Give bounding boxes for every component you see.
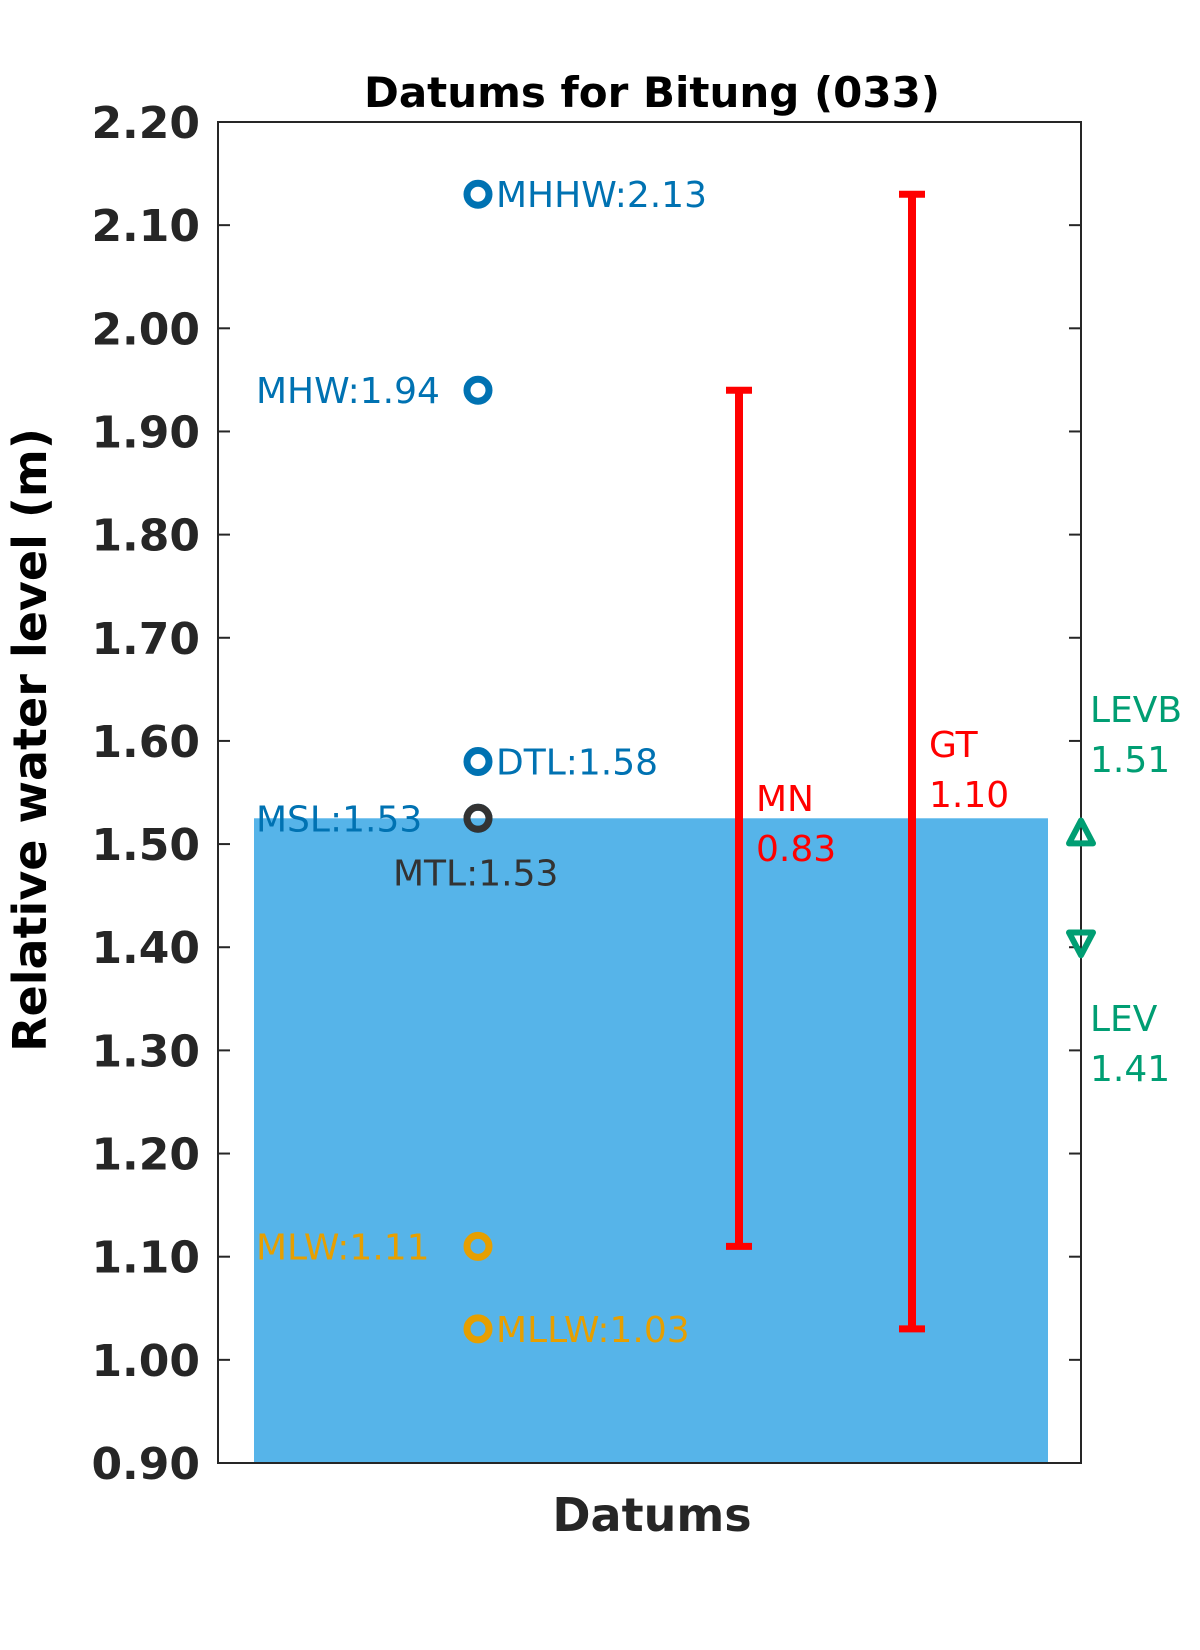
datum-marker-dtl: [463, 747, 493, 777]
datum-marker-mhhw: [463, 179, 493, 209]
datum-label-dtl: DTL:1.58: [496, 743, 658, 784]
mn-range-value: 0.83: [756, 829, 836, 870]
levb-marker: [1066, 817, 1096, 847]
datum-label-mllw: MLLW:1.03: [496, 1310, 690, 1351]
chart-title: Datums for Bitung (033): [364, 68, 940, 117]
y-tick-label-1: 1.00: [91, 1336, 200, 1387]
x-axis-label: Datums: [552, 1488, 751, 1542]
y-tick-label-11: 2.00: [91, 304, 200, 355]
datum-marker-mlw: [463, 1231, 493, 1261]
lev-marker: [1066, 929, 1096, 959]
levb-value: 1.51: [1090, 740, 1170, 781]
datum-marker-mtl: [463, 803, 493, 833]
datum-marker-mllw: [463, 1314, 493, 1344]
datum-label-mhhw: MHHW:2.13: [496, 175, 707, 216]
y-tick-label-3: 1.20: [91, 1130, 200, 1181]
y-tick-label-10: 1.90: [91, 407, 200, 458]
y-tick-label-2: 1.10: [91, 1233, 200, 1284]
gt-range-label: GT: [929, 725, 979, 766]
y-tick-label-9: 1.80: [91, 511, 200, 562]
lev-label: LEV: [1090, 999, 1158, 1040]
axes-frame: [217, 121, 1082, 1464]
y-tick-labels: 0.90 1.00 1.10 1.20 1.30 1.40 1.50 1.60 1.70 1.80…: [91, 98, 200, 1490]
datum-marker-mhw: [463, 375, 493, 405]
water-level-bar: [254, 818, 1048, 1463]
y-tick-label-4: 1.30: [91, 1026, 200, 1077]
datum-label-mlw: MLW:1.11: [256, 1227, 430, 1268]
y-tick-label-6: 1.50: [91, 820, 200, 871]
y-tick-label-13: 2.20: [91, 98, 200, 149]
mn-range-label: MN: [756, 779, 814, 820]
y-axis-label: Relative water level (m): [3, 428, 57, 1052]
y-tick-label-5: 1.40: [91, 923, 200, 974]
lev-value: 1.41: [1090, 1049, 1170, 1090]
datum-label-mtl: MTL:1.53: [393, 853, 558, 894]
y-tick-label-7: 1.60: [91, 717, 200, 768]
y-tick-label-0: 0.90: [91, 1439, 200, 1490]
levb-label: LEVB: [1090, 690, 1182, 731]
datum-label-mhw: MHW:1.94: [256, 371, 440, 412]
gt-range-value: 1.10: [929, 775, 1009, 816]
datum-label-msl: MSL:1.53: [256, 799, 422, 840]
y-tick-label-8: 1.70: [91, 614, 200, 665]
plot-area: MHHW:2.13 MHW:1.94 DTL:1.58 MSL:1.53 MTL:1.5…: [217, 121, 1182, 1464]
y-tick-label-12: 2.10: [91, 201, 200, 252]
